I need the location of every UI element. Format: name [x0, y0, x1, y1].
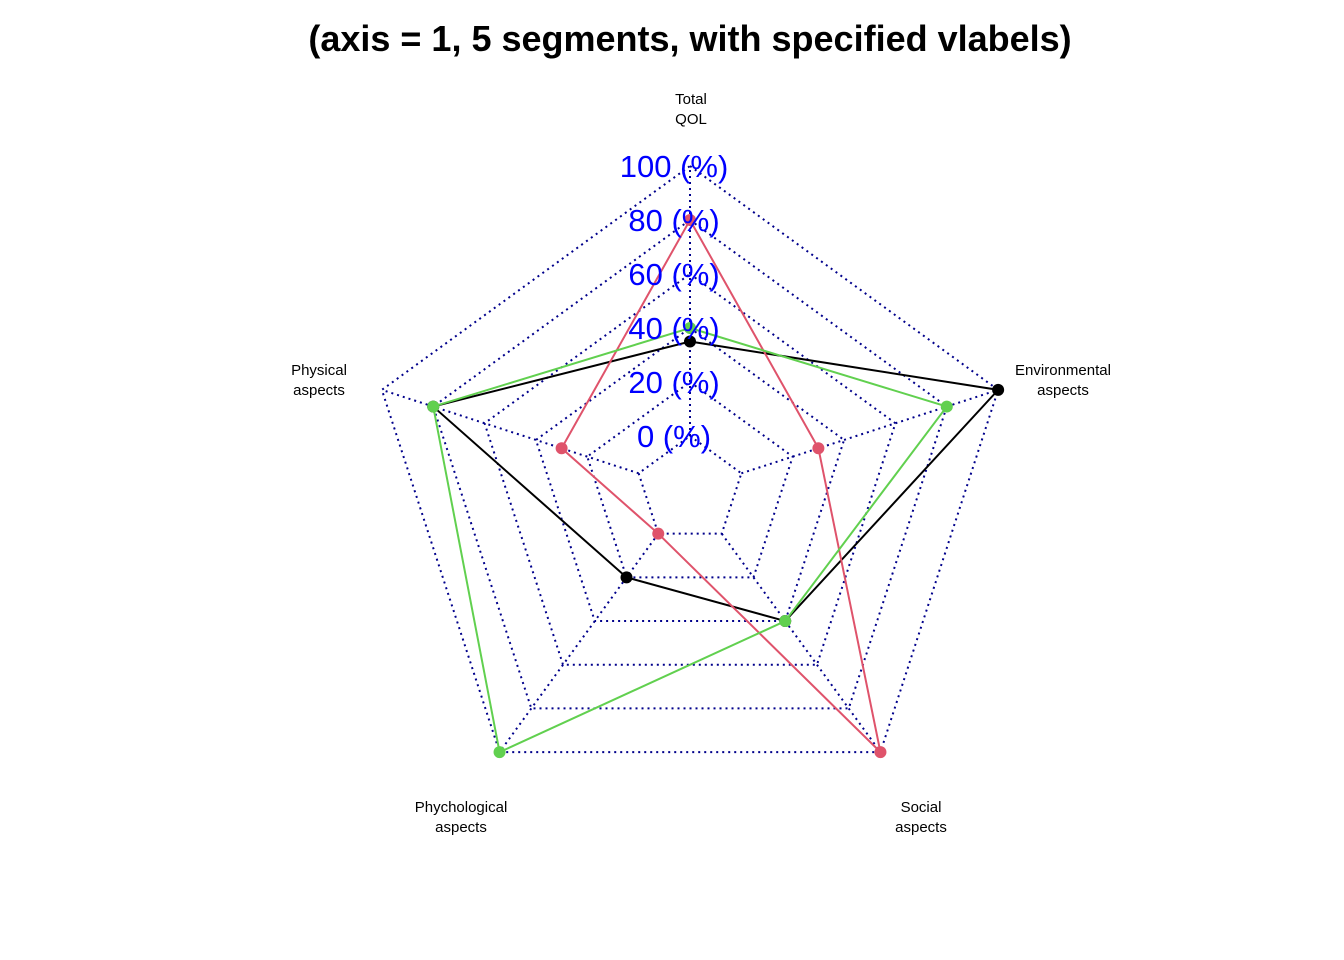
axis-label-3-line2: aspects — [435, 819, 487, 836]
series-green-point-0 — [684, 322, 696, 334]
series-red-point-2 — [874, 746, 887, 759]
segment-label-5: 100 (%) — [620, 149, 729, 184]
series-red-line — [560, 217, 883, 756]
axis-label-3-line1: Phychological — [415, 799, 508, 816]
series-black-point-1 — [992, 383, 1005, 396]
axis-label-0-line1: Total — [675, 91, 707, 108]
segment-label-3: 60 (%) — [628, 257, 719, 292]
axis-spoke-2 — [720, 533, 882, 753]
axis-label-2-line2: aspects — [895, 819, 947, 836]
series-green-point-4 — [427, 400, 440, 413]
series-green-point-2 — [779, 615, 792, 628]
series-red-point-1 — [812, 442, 825, 455]
grid-ring-2 — [534, 326, 846, 623]
series-green-point-3 — [493, 746, 506, 759]
series-black-point-3 — [620, 571, 633, 584]
series-red-point-4 — [555, 442, 568, 455]
series-red-point-3 — [652, 527, 665, 540]
series-green-point-1 — [940, 400, 953, 413]
axis-label-1-line1: Environmental — [1015, 362, 1111, 379]
axis-label-1-line2: aspects — [1037, 382, 1089, 399]
axis-label-4-line1: Physical — [291, 362, 347, 379]
segment-label-4: 80 (%) — [628, 203, 719, 238]
axis-label-4-line2: aspects — [293, 382, 345, 399]
grid-ring-1 — [586, 380, 794, 579]
series-green-line — [432, 326, 949, 754]
series-red-point-0 — [684, 214, 696, 226]
axis-label-2-line1: Social — [901, 799, 942, 816]
axis-label-0-line2: QOL — [675, 111, 707, 128]
chart-title: (axis = 1, 5 segments, with specified vl… — [308, 18, 1072, 59]
series-black-line — [431, 340, 1001, 623]
series-black-point-0 — [684, 335, 696, 348]
grid-ring-3 — [483, 272, 897, 666]
grid-ring-0 — [637, 434, 743, 535]
grid-ring-4 — [432, 218, 948, 710]
segment-label-0: 0 (%) — [637, 419, 711, 454]
axis-spoke-4 — [381, 388, 639, 475]
segment-label-1: 20 (%) — [628, 365, 719, 400]
segment-label-2: 40 (%) — [628, 311, 719, 346]
axis-spoke-3 — [498, 533, 660, 753]
